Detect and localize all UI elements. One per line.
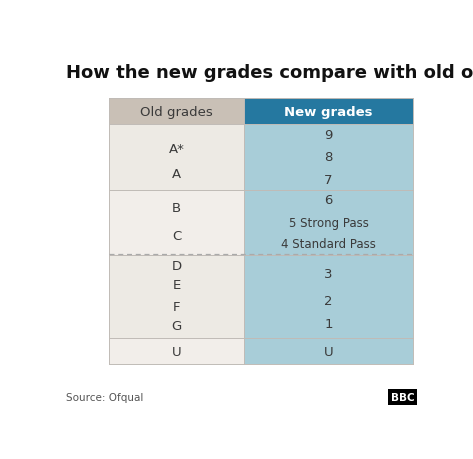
- Text: BBC: BBC: [391, 392, 415, 402]
- Text: A: A: [172, 167, 181, 180]
- Text: B: B: [172, 201, 181, 214]
- Text: 4 Standard Pass: 4 Standard Pass: [281, 237, 376, 250]
- Text: A*: A*: [168, 143, 184, 156]
- Text: How the new grades compare with old ones: How the new grades compare with old ones: [66, 64, 473, 82]
- Text: 8: 8: [324, 151, 333, 164]
- Text: 5 Strong Pass: 5 Strong Pass: [289, 216, 368, 229]
- Bar: [109, 256, 244, 339]
- Text: 2: 2: [324, 295, 333, 308]
- Bar: [109, 125, 244, 190]
- Text: F: F: [173, 301, 180, 313]
- Text: U: U: [172, 345, 181, 358]
- Bar: [109, 190, 244, 256]
- Bar: [244, 99, 413, 125]
- Bar: [109, 339, 244, 364]
- Text: G: G: [171, 319, 182, 333]
- Bar: [244, 190, 413, 256]
- Text: New grades: New grades: [284, 106, 373, 118]
- Text: 7: 7: [324, 173, 333, 186]
- Text: C: C: [172, 230, 181, 242]
- Text: 9: 9: [324, 129, 333, 142]
- Text: 3: 3: [324, 267, 333, 280]
- Bar: [244, 256, 413, 339]
- Text: 6: 6: [324, 194, 333, 207]
- Text: Old grades: Old grades: [140, 106, 213, 118]
- Text: U: U: [324, 345, 333, 358]
- Bar: [244, 339, 413, 364]
- Bar: [109, 99, 244, 125]
- Text: D: D: [171, 259, 182, 272]
- Bar: [244, 125, 413, 190]
- Text: E: E: [172, 278, 181, 291]
- Text: Source: Ofqual: Source: Ofqual: [66, 392, 144, 402]
- Text: 1: 1: [324, 317, 333, 330]
